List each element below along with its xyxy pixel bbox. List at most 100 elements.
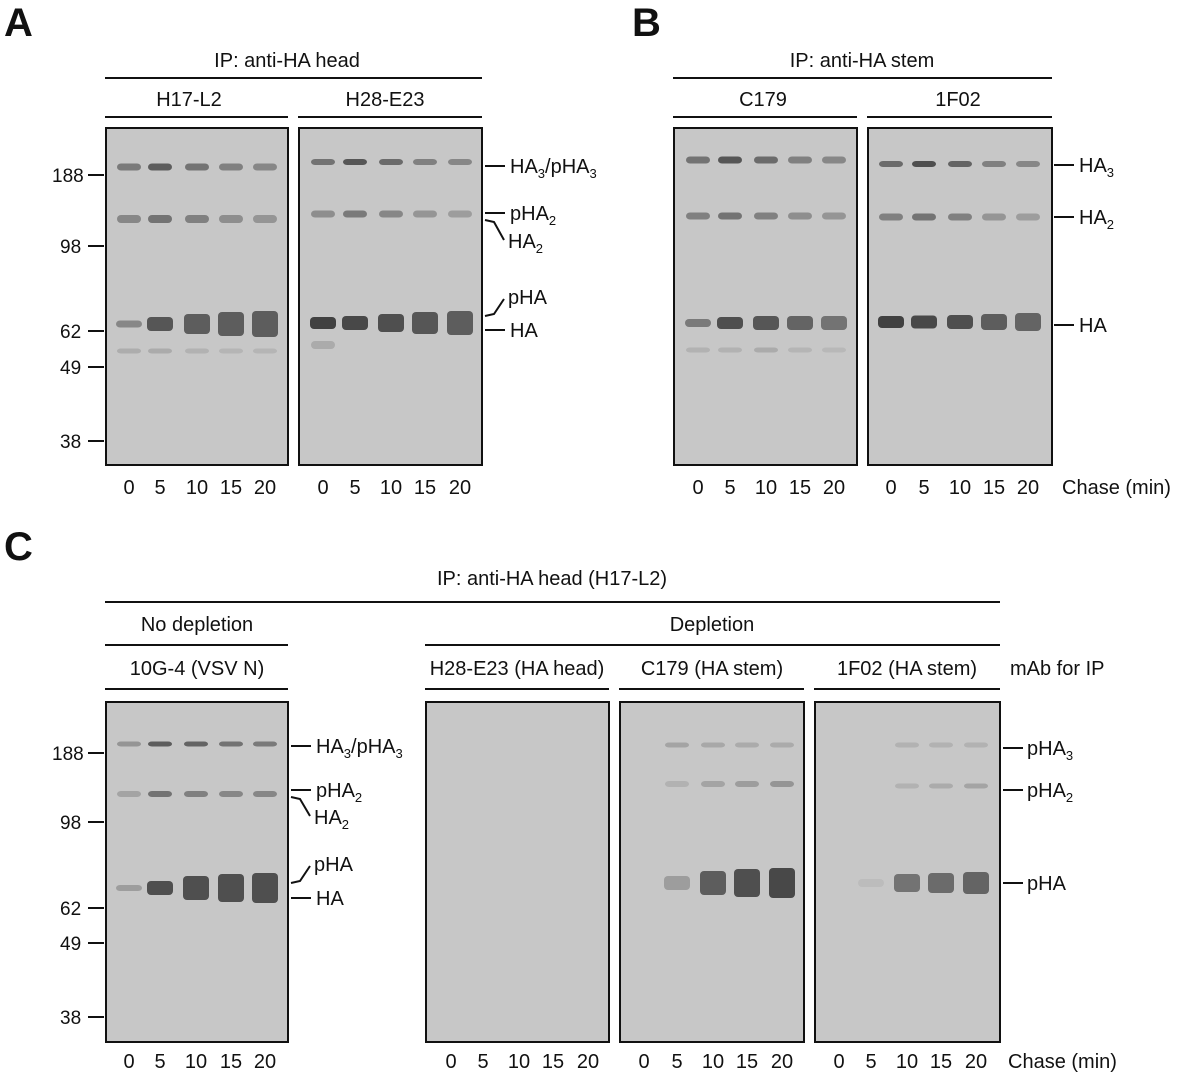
band-label-ha: HA: [316, 888, 344, 910]
gel-band: [895, 742, 919, 748]
gel-band: [894, 874, 920, 892]
gel-band: [343, 159, 367, 165]
lane-label: 0: [317, 477, 328, 499]
gel-band: [1015, 313, 1041, 331]
gel-band: [964, 742, 988, 748]
gel-band: [116, 885, 142, 891]
mw-markers-a: 188 98 62 49 38: [52, 166, 104, 453]
gel-band: [717, 317, 743, 329]
gel-band: [219, 741, 243, 747]
antibody-label-h17-l2: H17-L2: [156, 89, 222, 111]
gel-band: [753, 316, 779, 330]
panel-b: B IP: anti-HA stem C179 1F02 HA3 HA2 HA …: [632, 1, 1171, 499]
band-labels-a: HA3/pHA3 pHA2 HA2 pHA HA: [484, 156, 597, 342]
gel-band: [821, 316, 847, 330]
band-label-ha3: HA3: [1079, 155, 1114, 180]
lane-label: 15: [983, 477, 1005, 499]
gel-band: [770, 742, 794, 748]
band-label-ha2: HA2: [1079, 207, 1114, 232]
band-pointer-pha: [290, 865, 311, 884]
gel-band: [822, 212, 846, 220]
antibody-label-1f02-c: 1F02 (HA stem): [837, 658, 977, 680]
antibody-label-10g-4: 10G-4 (VSV N): [130, 658, 264, 680]
gel-band: [788, 156, 812, 164]
lane-label: 20: [254, 1051, 276, 1073]
lane-label: 5: [477, 1051, 488, 1073]
gel-band: [148, 741, 172, 747]
lane-label: 5: [918, 477, 929, 499]
gel-band: [448, 159, 472, 165]
band-label-pha2: pHA2: [1027, 780, 1073, 805]
lane-label: 10: [755, 477, 777, 499]
gel-band: [929, 783, 953, 789]
antibody-label-h28-e23: H28-E23: [346, 89, 425, 111]
gel-band: [754, 347, 778, 353]
gel-band: [379, 210, 403, 218]
gel-band: [735, 742, 759, 748]
lane-label: 0: [692, 477, 703, 499]
mw-label-62: 62: [60, 899, 81, 920]
lane-label: 5: [865, 1051, 876, 1073]
gel-band: [912, 161, 936, 167]
lane-label: 15: [930, 1051, 952, 1073]
gel-band: [252, 873, 278, 903]
gel-band: [718, 212, 742, 220]
gel-band: [378, 314, 404, 332]
gel-band: [342, 316, 368, 330]
gel-c-1f02: [814, 701, 1001, 1043]
antibody-label-c179-c: C179 (HA stem): [641, 658, 783, 680]
gel-band: [148, 215, 172, 223]
gel-band: [718, 347, 742, 353]
gel-band: [686, 347, 710, 353]
mw-label-188: 188: [52, 166, 84, 187]
gel-band: [982, 213, 1006, 221]
band-label-ha: HA: [510, 320, 538, 342]
gel-band: [117, 215, 141, 223]
antibody-label-c179: C179: [739, 89, 787, 111]
band-label-pha: pHA: [1027, 873, 1067, 895]
lane-label: 0: [123, 1051, 134, 1073]
band-pointer-pha: [484, 298, 505, 317]
gel-band: [253, 215, 277, 223]
mw-markers-c: 188 98 62 49 38: [52, 744, 104, 1029]
lane-label: 15: [220, 477, 242, 499]
gel-band: [788, 212, 812, 220]
lane-label: 0: [638, 1051, 649, 1073]
gel-band: [754, 212, 778, 220]
gel-band: [929, 742, 953, 748]
lane-label: 0: [445, 1051, 456, 1073]
gel-band: [754, 156, 778, 164]
lane-label: 15: [542, 1051, 564, 1073]
band-label-ha2: HA2: [314, 807, 349, 832]
mw-label-62: 62: [60, 322, 81, 343]
lane-labels-b: 0 5 10 15 20 0 5 10 15 20 Chase (min): [692, 477, 1170, 499]
gel-band: [252, 311, 278, 337]
gel-band: [447, 311, 473, 335]
gel-band: [148, 348, 172, 354]
mw-label-49: 49: [60, 358, 81, 379]
mw-label-188: 188: [52, 744, 84, 765]
gel-band: [878, 316, 904, 328]
gel-band: [184, 791, 208, 797]
mw-label-38: 38: [60, 1008, 81, 1029]
lane-label: 15: [414, 477, 436, 499]
mw-label-98: 98: [60, 237, 81, 258]
gel-band: [1016, 213, 1040, 221]
mw-label-49: 49: [60, 934, 81, 955]
gel-band: [964, 783, 988, 789]
gel-band: [311, 341, 335, 349]
gel-band: [219, 215, 243, 223]
gel-a-h17-l2: [105, 127, 289, 466]
gel-band: [769, 868, 795, 898]
panel-letter-a: A: [4, 1, 33, 45]
lane-label: 5: [154, 477, 165, 499]
gel-band: [117, 741, 141, 747]
lane-label: 20: [449, 477, 471, 499]
panel-letter-b: B: [632, 1, 661, 45]
lane-label: 20: [965, 1051, 987, 1073]
gel-band: [879, 161, 903, 167]
panel-c: C IP: anti-HA head (H17-L2) No depletion…: [4, 525, 1117, 1073]
lane-label: 5: [671, 1051, 682, 1073]
gel-band: [412, 312, 438, 334]
